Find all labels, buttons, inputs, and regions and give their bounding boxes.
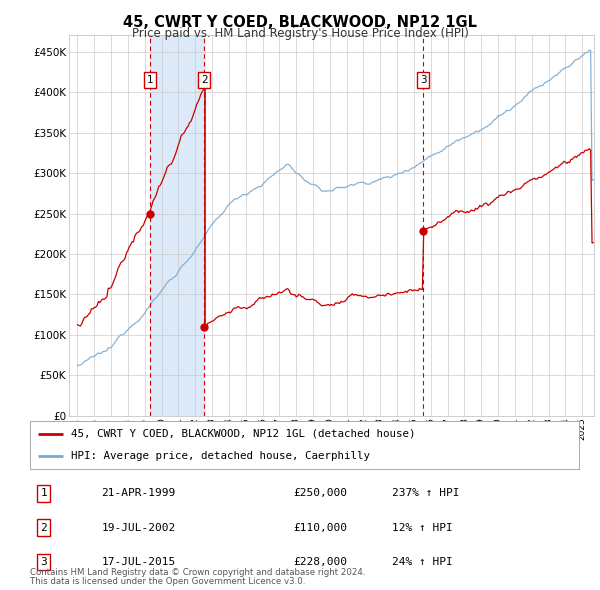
Text: 2: 2 [201,75,208,85]
Text: 237% ↑ HPI: 237% ↑ HPI [392,489,460,499]
Text: £228,000: £228,000 [293,557,347,567]
Text: 3: 3 [40,557,47,567]
Text: 19-JUL-2002: 19-JUL-2002 [101,523,176,533]
Text: 45, CWRT Y COED, BLACKWOOD, NP12 1GL: 45, CWRT Y COED, BLACKWOOD, NP12 1GL [123,15,477,30]
Text: £250,000: £250,000 [293,489,347,499]
Text: HPI: Average price, detached house, Caerphilly: HPI: Average price, detached house, Caer… [71,451,370,461]
Text: £110,000: £110,000 [293,523,347,533]
Text: 24% ↑ HPI: 24% ↑ HPI [392,557,453,567]
Bar [150,35,204,416]
Text: 1: 1 [40,489,47,499]
Text: 1: 1 [146,75,153,85]
Text: 3: 3 [420,75,427,85]
Text: 12% ↑ HPI: 12% ↑ HPI [392,523,453,533]
Text: Contains HM Land Registry data © Crown copyright and database right 2024.: Contains HM Land Registry data © Crown c… [30,568,365,577]
Text: 21-APR-1999: 21-APR-1999 [101,489,176,499]
Text: This data is licensed under the Open Government Licence v3.0.: This data is licensed under the Open Gov… [30,578,305,586]
Text: 45, CWRT Y COED, BLACKWOOD, NP12 1GL (detached house): 45, CWRT Y COED, BLACKWOOD, NP12 1GL (de… [71,429,416,439]
Text: 17-JUL-2015: 17-JUL-2015 [101,557,176,567]
Text: 2: 2 [40,523,47,533]
Text: Price paid vs. HM Land Registry's House Price Index (HPI): Price paid vs. HM Land Registry's House … [131,27,469,40]
